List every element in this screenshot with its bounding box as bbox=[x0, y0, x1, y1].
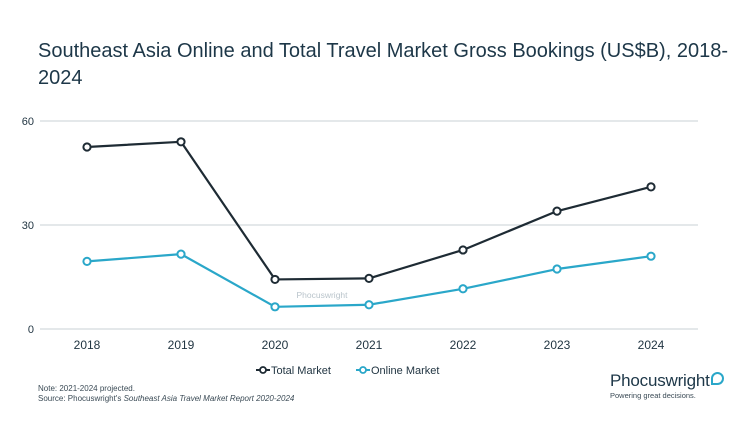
source-prefix: Source: Phocuswright's bbox=[38, 394, 124, 403]
x-tick-label: 2021 bbox=[356, 338, 383, 352]
y-tick-label: 0 bbox=[28, 324, 34, 336]
brand-name: Phocuswright bbox=[610, 371, 730, 390]
data-point bbox=[82, 256, 92, 266]
legend-marker bbox=[359, 366, 367, 374]
source-title: Southeast Asia Travel Market Report 2020… bbox=[123, 394, 295, 403]
y-tick-label: 30 bbox=[22, 220, 34, 232]
data-point bbox=[270, 302, 280, 312]
data-point bbox=[646, 182, 656, 192]
gridlines bbox=[40, 120, 698, 330]
x-axis-ticks: 2018 2019 2020 2021 2022 2023 2024 bbox=[74, 338, 665, 352]
data-point bbox=[82, 142, 92, 152]
brand-logo: Phocuswright Powering great decisions. bbox=[610, 371, 730, 400]
x-tick-label: 2020 bbox=[262, 338, 289, 352]
x-tick-label: 2018 bbox=[74, 338, 101, 352]
x-tick-label: 2019 bbox=[168, 338, 195, 352]
brand-mark-icon bbox=[710, 372, 724, 385]
data-point bbox=[176, 137, 186, 147]
series-total-market bbox=[82, 137, 656, 285]
chart-title: Southeast Asia Online and Total Travel M… bbox=[38, 40, 728, 89]
legend-item: Online Market bbox=[356, 365, 439, 377]
brand-name-text: Phocuswright bbox=[610, 371, 710, 390]
y-axis-ticks: 0 30 60 bbox=[22, 116, 34, 336]
data-point bbox=[552, 206, 562, 216]
data-point bbox=[364, 273, 374, 283]
series-lines bbox=[82, 137, 656, 312]
note-source: Source: Phocuswright's Southeast Asia Tr… bbox=[38, 394, 294, 404]
data-point bbox=[458, 284, 468, 294]
data-point bbox=[176, 249, 186, 259]
x-tick-label: 2024 bbox=[638, 338, 665, 352]
legend-label: Total Market bbox=[271, 365, 331, 377]
series-online-market bbox=[82, 249, 656, 312]
data-point bbox=[364, 300, 374, 310]
legend-label: Online Market bbox=[371, 365, 439, 377]
chart-notes: Note: 2021-2024 projected. Source: Phocu… bbox=[38, 384, 294, 404]
data-point bbox=[552, 264, 562, 274]
legend: Total Market Online Market bbox=[256, 365, 439, 377]
series-line bbox=[86, 140, 652, 281]
y-tick-label: 60 bbox=[22, 116, 34, 128]
legend-item: Total Market bbox=[256, 365, 331, 377]
watermark: Phocuswright bbox=[296, 290, 348, 300]
legend-marker bbox=[259, 366, 267, 374]
data-point bbox=[458, 245, 468, 255]
data-point bbox=[270, 274, 280, 285]
x-tick-label: 2023 bbox=[544, 338, 571, 352]
brand-tagline: Powering great decisions. bbox=[610, 391, 696, 400]
x-tick-label: 2022 bbox=[450, 338, 477, 352]
note-projected: Note: 2021-2024 projected. bbox=[38, 384, 135, 393]
data-point bbox=[646, 251, 656, 261]
